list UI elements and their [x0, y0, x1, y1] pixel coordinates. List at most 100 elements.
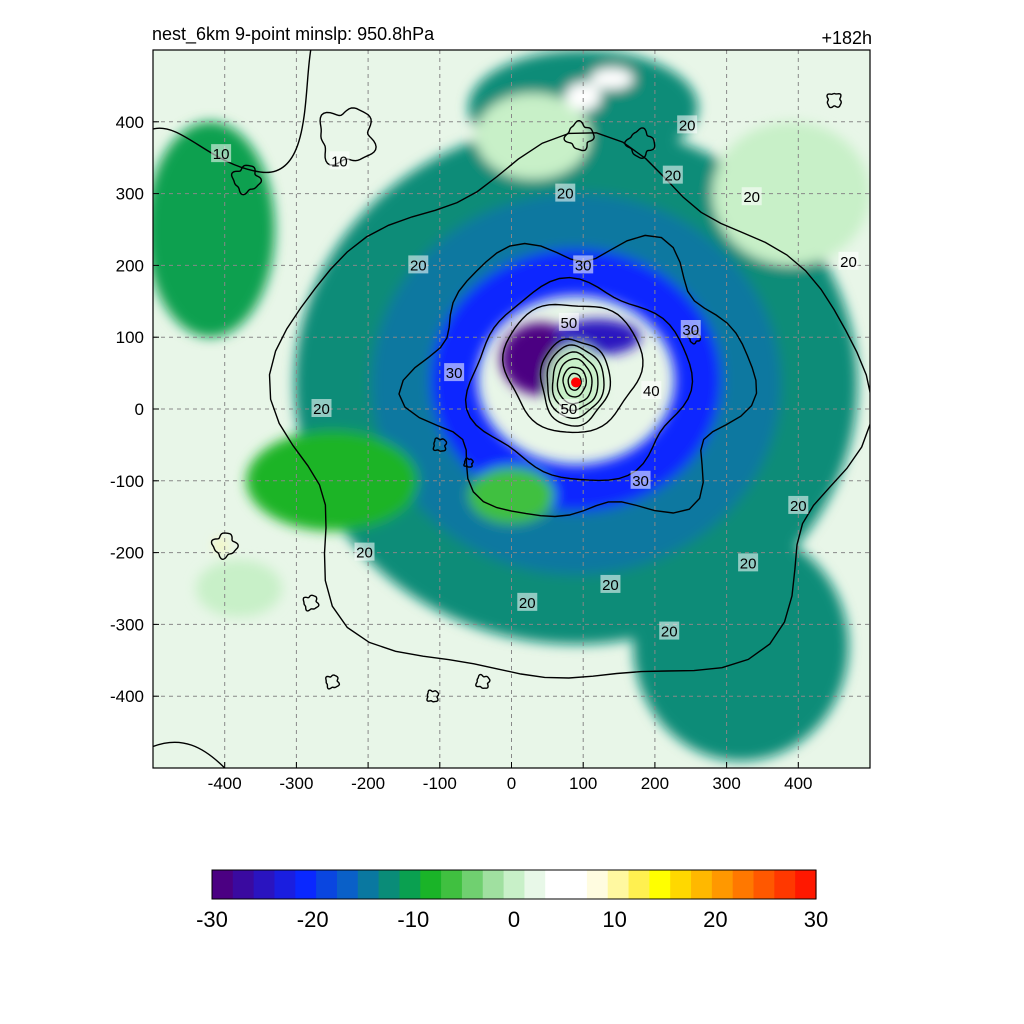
shade-ring — [371, 193, 781, 575]
contour-label-bg — [444, 363, 465, 382]
chart-title-right: +182h — [821, 28, 872, 48]
contour-label-bg — [659, 621, 680, 640]
contour-label-bg — [354, 542, 375, 561]
contour-label: 20 — [313, 401, 330, 418]
contour-line — [546, 344, 605, 419]
contour-label: 20 — [519, 595, 536, 612]
contour-line — [551, 351, 599, 412]
colorbar-tick-label: -10 — [397, 907, 429, 932]
colorbar-cell — [628, 870, 650, 899]
contour-label-bg — [788, 495, 809, 514]
contour-label-bg — [311, 399, 332, 417]
contour-label-bg — [838, 251, 859, 270]
contour-label-bg — [517, 592, 538, 611]
y-tick-label: -300 — [110, 615, 144, 634]
colorbar-cell — [274, 870, 296, 899]
colorbar: -30 -20 -10 0 10 20 30 — [196, 869, 828, 932]
x-tick-label: 400 — [784, 774, 812, 793]
contour-label-bg — [558, 312, 579, 331]
contour-label: 20 — [679, 117, 696, 134]
contour-line-small — [563, 120, 595, 152]
colorbar-cell — [795, 870, 817, 899]
x-tick-label: -200 — [351, 774, 385, 793]
colorbar-cell — [524, 870, 546, 899]
x-axis: -400 -300 -200 -100 0 100 200 300 400 — [208, 762, 812, 793]
contour-label: 30 — [575, 257, 592, 274]
contour-label: 20 — [602, 577, 619, 594]
colorbar-cell — [586, 870, 609, 899]
contour-label-bg — [677, 115, 698, 134]
contour-label: 20 — [557, 186, 574, 203]
storm-center-layer — [571, 377, 582, 388]
colorbar-tick-label: 20 — [703, 907, 727, 932]
colorbar-cell — [316, 870, 338, 899]
shade-blob — [565, 82, 602, 112]
contour-labels: 10 10 20 20 20 20 20 20 20 20 20 20 20 20 20 30 30 30 30 40… — [211, 115, 859, 641]
colorbar-cell — [566, 870, 588, 899]
contour-label: 20 — [790, 498, 807, 515]
contour-line — [398, 234, 758, 518]
colorbar-tick-label: -20 — [297, 907, 329, 932]
contour-label-bg — [600, 574, 621, 593]
contour-label: 50 — [561, 401, 578, 418]
y-axis: 400 300 200 100 0 -100 -200 -300 -400 — [110, 113, 159, 706]
contour-label-bg — [211, 144, 232, 163]
contour-line-small — [624, 127, 656, 160]
contour-label: 30 — [446, 365, 463, 382]
shade-blob — [712, 121, 870, 266]
colorbar-cell — [732, 870, 755, 899]
contour-label: 20 — [743, 189, 760, 206]
contour-line-small — [319, 107, 377, 166]
contour-line-small — [325, 674, 341, 690]
contour-label-bg — [573, 255, 594, 274]
contour-label-bg — [680, 320, 701, 339]
shade-blob — [633, 531, 849, 761]
shade-blob — [590, 67, 634, 90]
colorbar-ticks: -30 -20 -10 0 10 20 30 — [196, 907, 828, 932]
contour-label: 50 — [561, 315, 578, 332]
contour-line — [464, 276, 694, 482]
colorbar-cell — [545, 870, 567, 899]
colorbar-cell — [649, 870, 671, 899]
x-tick-label: 100 — [569, 774, 597, 793]
contour-line-small — [463, 457, 474, 468]
colorbar-cell — [461, 870, 484, 899]
colorbar-cell — [212, 870, 234, 899]
y-tick-label: 400 — [116, 113, 144, 132]
colorbar-cell — [295, 870, 317, 899]
colorbar-cell — [253, 870, 276, 899]
contour-label: 20 — [840, 254, 857, 271]
shade-blob — [196, 559, 283, 618]
contour-line-small — [302, 594, 320, 612]
contour-label-bg — [558, 399, 579, 417]
colorbar-frame — [211, 869, 817, 900]
y-tick-label: 200 — [116, 256, 144, 275]
colorbar-cell — [670, 870, 692, 899]
contour-label: 10 — [331, 153, 348, 170]
y-tick-label: -100 — [110, 472, 144, 491]
x-tick-label: 200 — [641, 774, 669, 793]
contour-line — [501, 303, 644, 434]
contour-label: 40 — [643, 383, 660, 400]
shade-blob — [475, 93, 591, 180]
colorbar-cell — [607, 870, 630, 899]
contour-label-bg — [741, 187, 762, 206]
x-tick-label: 0 — [507, 774, 516, 793]
contour-line-small — [426, 689, 440, 703]
x-tick-label: -400 — [208, 774, 242, 793]
contour-line — [539, 338, 612, 427]
colorbar-cell — [774, 870, 796, 899]
colorbar-tick-label: 10 — [602, 907, 626, 932]
colorbar-cell — [691, 870, 713, 899]
colorbar-cell — [753, 870, 775, 899]
contour-label: 20 — [740, 555, 757, 572]
colorbar-cell — [357, 870, 380, 899]
chart-title-left: nest_6km 9-point minslp: 950.8hPa — [152, 24, 435, 45]
contour-line-10 — [153, 50, 312, 173]
colorbar-cell — [420, 870, 442, 899]
contour-line-small — [230, 164, 263, 196]
contour-label-bg — [641, 381, 662, 400]
colorbar-tick-label: -30 — [196, 907, 228, 932]
colorbar-tick-label: 30 — [804, 907, 828, 932]
